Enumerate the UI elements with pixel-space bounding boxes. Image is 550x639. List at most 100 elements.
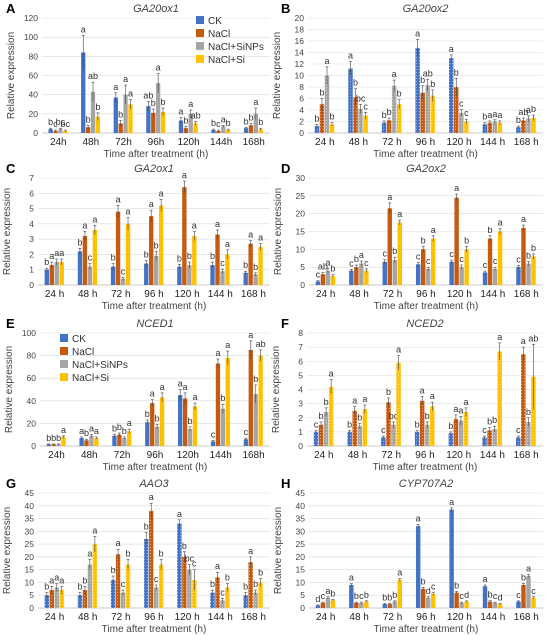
y-tick-label: 40 xyxy=(25,501,35,511)
x-tick-label: 144 h xyxy=(480,137,505,148)
significance-label: a xyxy=(497,332,502,342)
panel-letter: C xyxy=(6,161,16,176)
significance-label: a xyxy=(159,188,164,198)
significance-label: b xyxy=(210,579,215,589)
significance-label: a xyxy=(54,573,59,583)
bar-nacl-sinps-96-h xyxy=(425,424,430,446)
legend-label-nacl-si: NaCl+Si xyxy=(208,55,245,66)
bar-nacl-si-72-h xyxy=(397,579,402,608)
x-tick-label: 168 h xyxy=(241,612,266,623)
y-tick-label: 10 xyxy=(25,577,35,587)
significance-label: a xyxy=(397,209,402,219)
x-tick-label: 24 h xyxy=(45,612,64,623)
bar-nacl-si-72-h xyxy=(125,223,131,285)
significance-label: b xyxy=(44,257,49,267)
significance-label: a xyxy=(359,250,364,260)
y-tick-label: 20 xyxy=(296,552,306,562)
bar-nacl-si-144-h xyxy=(497,351,502,446)
y-tick-label: 15 xyxy=(296,565,306,575)
bar-nacl-si-72-h xyxy=(397,222,402,285)
bar-ck-120-h xyxy=(449,509,454,608)
bar-nacl-sinps-144-h xyxy=(492,602,498,608)
bar-nacl-si-120-h xyxy=(464,249,469,285)
x-tick-label: 48 h xyxy=(349,612,368,623)
x-tick-label: 144 h xyxy=(208,612,233,623)
significance-label: c xyxy=(364,258,369,268)
gene-title: GA2ox1 xyxy=(134,163,174,175)
significance-label: b xyxy=(415,419,420,429)
significance-label: a xyxy=(449,497,454,507)
bar-nacl-sinps-96-h xyxy=(154,255,159,285)
bar-nacl-120-h xyxy=(454,197,459,285)
bar-nacl-sinps-120-h xyxy=(459,267,464,285)
bar-nacl-si-48-h xyxy=(362,409,368,446)
significance-label: a xyxy=(521,336,526,346)
significance-label: b xyxy=(319,88,324,98)
x-axis-title: Time after treatment (h) xyxy=(373,149,478,160)
significance-label: b xyxy=(488,590,493,600)
y-tick-label: 60 xyxy=(27,373,37,383)
bar-ck-96-h xyxy=(415,264,421,285)
bar-ck-120-h xyxy=(449,58,454,133)
y-tick-label: 0 xyxy=(29,280,34,290)
significance-label: b xyxy=(397,89,402,99)
x-tick-label: 120 h xyxy=(447,612,472,623)
gene-title: CYP707A2 xyxy=(399,478,453,490)
significance-label: b xyxy=(243,582,248,592)
y-tick-label: 60 xyxy=(29,71,39,81)
significance-label: b xyxy=(354,591,359,601)
bar-nacl-si-96-h xyxy=(430,95,435,133)
significance-label: a xyxy=(215,561,220,571)
significance-label: bc xyxy=(389,411,399,421)
significance-label: b xyxy=(454,580,459,590)
significance-label: a xyxy=(192,392,197,402)
x-tick-label: 72 h xyxy=(382,450,401,461)
x-tick-label: 24 h xyxy=(314,450,333,461)
bar-nacl-sinps-48h xyxy=(89,435,94,446)
significance-label: b xyxy=(86,114,91,124)
significance-label: a xyxy=(92,214,97,224)
y-tick-label: 0 xyxy=(299,128,304,138)
significance-label: a xyxy=(415,28,420,38)
significance-label: bc xyxy=(356,93,366,103)
bar-nacl-48-h xyxy=(353,97,358,133)
y-tick-label: 5 xyxy=(300,262,305,272)
significance-label: b xyxy=(387,592,392,602)
bar-nacl-sinps-120-h xyxy=(187,569,192,608)
x-axis-title: Time after treatment (h) xyxy=(373,462,478,473)
significance-label: b xyxy=(330,588,335,598)
panel-letter: G xyxy=(6,476,16,491)
x-tick-label: 72 h xyxy=(111,612,130,623)
significance-label: c xyxy=(316,270,321,280)
bar-nacl-144-h xyxy=(487,430,492,446)
bar-nacl-sinps-144-h xyxy=(220,600,225,608)
significance-label: c xyxy=(383,249,388,259)
legend-label-nacl-sinps: NaCl+SiNPs xyxy=(72,360,128,371)
bar-nacl-sinps-144-h xyxy=(220,271,225,285)
bar-ck-48-h xyxy=(347,431,352,446)
bar-ck-96-h xyxy=(414,431,420,446)
bar-ck-48-h xyxy=(349,270,354,285)
significance-label: a xyxy=(248,330,253,340)
significance-label: a xyxy=(183,382,188,392)
significance-label: d xyxy=(464,590,469,600)
bar-nacl-sinps-48-h xyxy=(87,564,93,608)
significance-label: b xyxy=(226,118,231,128)
significance-label: a xyxy=(521,214,526,224)
significance-label: c xyxy=(349,258,354,268)
significance-label: c xyxy=(359,591,364,601)
x-axis-title: Time after treatment (h) xyxy=(374,624,479,635)
significance-label: c xyxy=(121,266,126,276)
significance-label: ab xyxy=(423,69,433,79)
bar-nacl-24-h xyxy=(49,265,54,285)
significance-label: b xyxy=(82,575,87,585)
bar-nacl-sinps-168-h xyxy=(526,118,531,133)
x-tick-label: 168h xyxy=(243,137,265,148)
bar-ck-96-h xyxy=(144,539,149,608)
significance-label: b xyxy=(145,409,150,419)
significance-label: a xyxy=(483,574,488,584)
bar-ck-144-h xyxy=(210,592,215,608)
x-tick-label: 72 h xyxy=(383,289,402,300)
bar-ck-168-h xyxy=(243,595,248,608)
